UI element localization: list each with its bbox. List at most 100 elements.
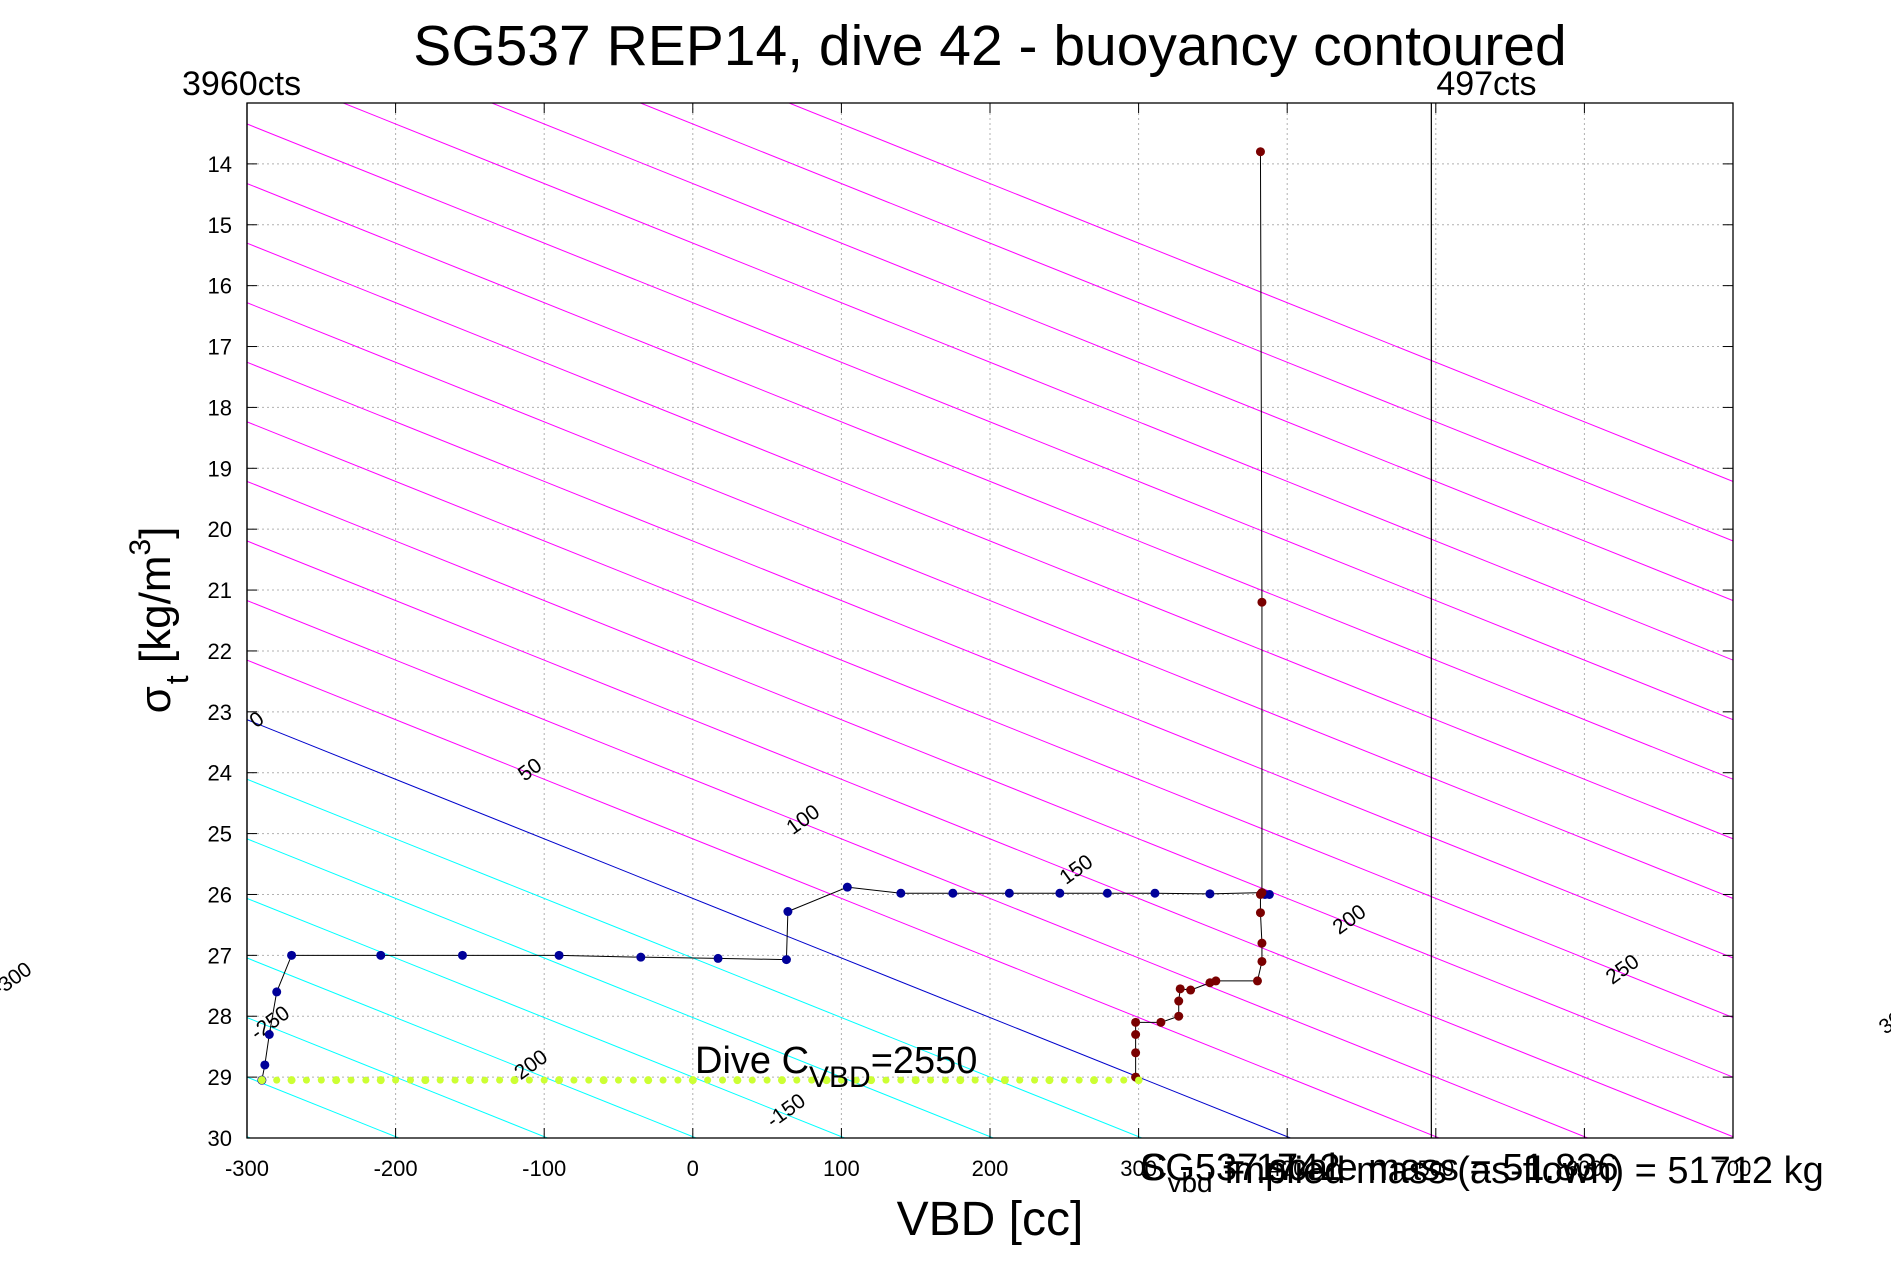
y-axis-label-unit: [kg/m — [131, 556, 180, 676]
data-point-apogee-dense — [333, 1077, 340, 1084]
data-point-climb — [1211, 976, 1220, 985]
data-point-apogee-dense — [630, 1077, 637, 1084]
y-tick-label: 19 — [208, 456, 232, 481]
dive-cvbd-prefix: Dive C — [695, 1040, 809, 1082]
data-point-climb — [1156, 1018, 1165, 1027]
dive-cvbd-subscript: VBD — [809, 1061, 871, 1094]
implied-mass-annotation: implied mass (as-flown) = 51712 kg — [1225, 1150, 1824, 1192]
data-point-dive — [1205, 889, 1214, 898]
data-point-climb — [1131, 1048, 1140, 1057]
y-tick-label: 14 — [208, 152, 232, 177]
data-point-apogee-dense — [585, 1077, 592, 1084]
x-axis-label: VBD [cc] — [897, 1193, 1084, 1246]
y-axis-label-symbol: σ — [131, 686, 180, 713]
data-point-dive — [896, 889, 905, 898]
bottom-overlap-annotations: Cvbd = 1742 SG537 scale mass = 51.836 im… — [1140, 1147, 1824, 1198]
data-point-climb — [1174, 997, 1183, 1006]
data-point-apogee-dense — [496, 1077, 503, 1084]
data-point-climb — [1257, 939, 1266, 948]
data-point-dive — [843, 883, 852, 892]
data-point-apogee-dense — [526, 1077, 533, 1084]
data-point-apogee-dense — [511, 1077, 518, 1084]
data-point-apogee-dense — [1061, 1077, 1068, 1084]
data-point-apogee-dense — [273, 1077, 280, 1084]
x-tick-label: 100 — [823, 1156, 860, 1181]
data-point-dive — [714, 954, 723, 963]
data-point-dive — [783, 907, 792, 916]
data-point-climb — [1131, 1030, 1140, 1039]
data-point-apogee-dense — [377, 1077, 384, 1084]
data-point-apogee-dense — [348, 1077, 355, 1084]
data-point-climb — [1256, 908, 1265, 917]
x-tick-label: -300 — [225, 1156, 269, 1181]
data-point-dive — [458, 951, 467, 960]
data-point-apogee-dense — [645, 1077, 652, 1084]
data-point-apogee-dense — [1135, 1077, 1142, 1084]
data-point-apogee-dense — [1105, 1077, 1112, 1084]
limit-label: 497cts — [1436, 65, 1536, 103]
y-tick-label: 27 — [208, 943, 232, 968]
data-point-apogee-dense — [1076, 1077, 1083, 1084]
data-point-apogee-dense — [1091, 1077, 1098, 1084]
y-tick-label: 24 — [208, 761, 232, 786]
data-point-apogee-dense — [466, 1077, 473, 1084]
x-tick-label: -100 — [522, 1156, 566, 1181]
data-point-apogee-dense — [1031, 1077, 1038, 1084]
y-tick-label: 23 — [208, 700, 232, 725]
data-point-climb — [1174, 1012, 1183, 1021]
data-point-apogee-dense — [407, 1077, 414, 1084]
x-tick-label: 0 — [687, 1156, 699, 1181]
y-axis-label-subscript: t — [159, 675, 195, 684]
data-point-apogee-dense — [600, 1077, 607, 1084]
data-point-apogee-dense — [541, 1077, 548, 1084]
data-point-apogee-dense — [452, 1077, 459, 1084]
data-point-dive — [948, 889, 957, 898]
y-tick-label: 28 — [208, 1004, 232, 1029]
y-tick-label: 25 — [208, 822, 232, 847]
data-point-apogee-dense — [362, 1077, 369, 1084]
x-tick-label: 200 — [972, 1156, 1009, 1181]
x-tick-label: -200 — [374, 1156, 418, 1181]
y-tick-label: 20 — [208, 517, 232, 542]
data-point-dive — [287, 951, 296, 960]
y-axis-label-superscript: 3 — [124, 539, 157, 556]
data-point-climb — [1256, 147, 1265, 156]
y-tick-label: 18 — [208, 395, 232, 420]
data-point-apogee-dense — [1046, 1077, 1053, 1084]
data-point-dive — [1103, 889, 1112, 898]
data-point-apogee-dense — [437, 1077, 444, 1084]
data-point-dive — [555, 951, 564, 960]
data-point-dive — [260, 1060, 269, 1069]
chart-title: SG537 REP14, dive 42 - buoyancy contoure… — [413, 14, 1566, 78]
y-tick-label: 15 — [208, 213, 232, 238]
data-point-apogee-dense — [422, 1077, 429, 1084]
data-point-dive — [272, 987, 281, 996]
data-point-dive — [376, 951, 385, 960]
data-point-apogee-dense — [674, 1077, 681, 1084]
y-tick-label: 16 — [208, 274, 232, 299]
data-point-apogee-dense — [1120, 1077, 1127, 1084]
data-point-apogee-dense — [318, 1077, 325, 1084]
data-point-apogee-dense — [1016, 1077, 1023, 1084]
data-point-dive — [1150, 889, 1159, 898]
data-point-climb — [1257, 598, 1266, 607]
data-point-dive — [1055, 889, 1064, 898]
data-point-dive — [636, 953, 645, 962]
data-point-climb — [1131, 1018, 1140, 1027]
data-point-dive — [1005, 889, 1014, 898]
dive-cvbd-value: =2550 — [871, 1040, 978, 1082]
data-point-apogee-dense — [1001, 1077, 1008, 1084]
y-tick-label: 17 — [208, 335, 232, 360]
y-axis-label-close: ] — [131, 527, 180, 539]
y-tick-label: 26 — [208, 882, 232, 907]
y-tick-label: 21 — [208, 578, 232, 603]
data-point-apogee-dense — [481, 1077, 488, 1084]
data-point-apogee-dense — [392, 1077, 399, 1084]
data-point-dive — [265, 1030, 274, 1039]
data-point-climb — [1257, 957, 1266, 966]
data-point-apogee-dense — [615, 1077, 622, 1084]
data-point-apogee-dense — [570, 1077, 577, 1084]
data-point-climb — [1253, 976, 1262, 985]
data-point-dive — [782, 955, 791, 964]
data-point-apogee-dense — [288, 1077, 295, 1084]
